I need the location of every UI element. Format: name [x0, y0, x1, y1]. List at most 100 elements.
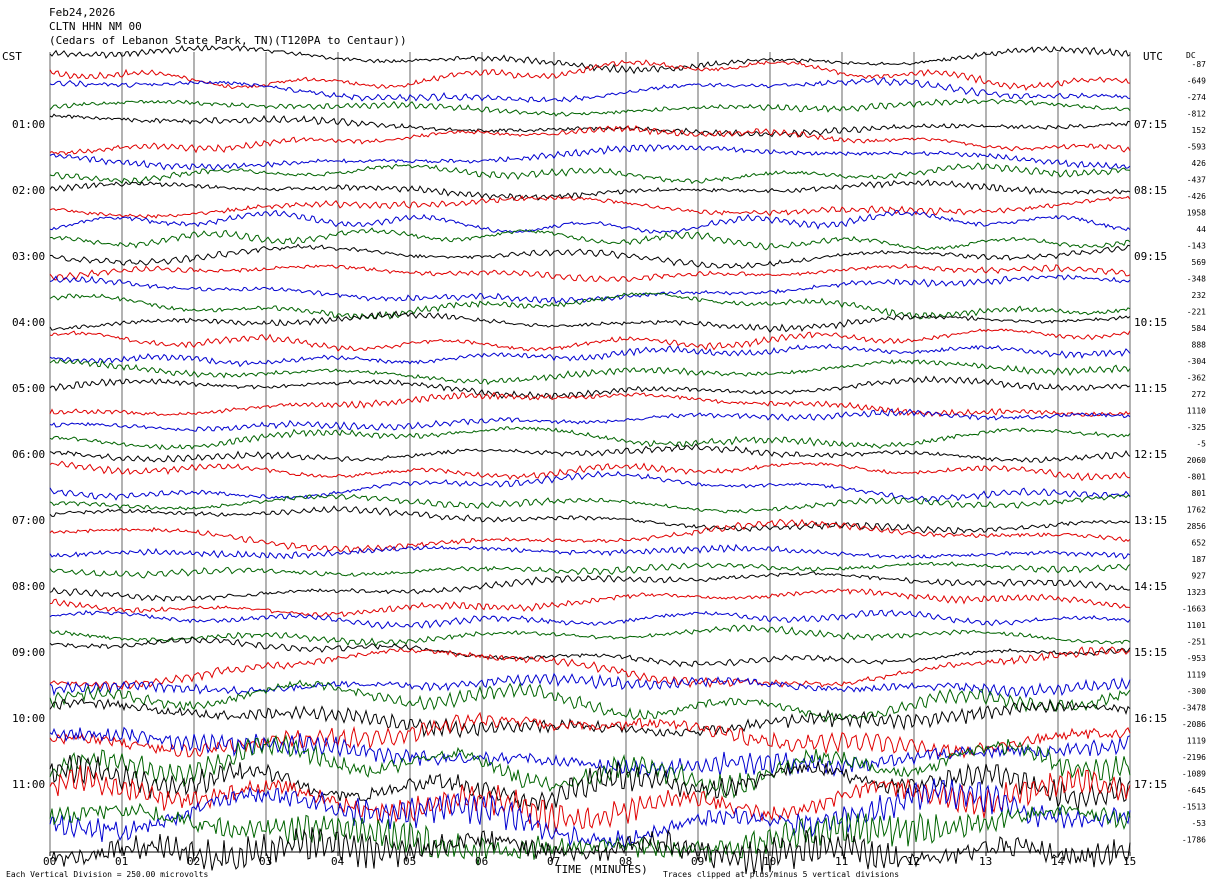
- trace-line: [49, 679, 1131, 723]
- trace-line: [49, 754, 1131, 811]
- trace-line: [49, 227, 1131, 251]
- trace-line: [49, 76, 1131, 103]
- x-tick-label: 14: [1051, 855, 1065, 868]
- right-hour-label: 15:15: [1134, 646, 1167, 659]
- x-tick-label: 05: [403, 855, 416, 868]
- trace-line: [49, 698, 1131, 739]
- trace-line: [49, 443, 1131, 463]
- header-date: Feb24,2026: [49, 6, 115, 19]
- dc-offset-label: 1110: [1187, 406, 1206, 415]
- x-tick-label: 02: [187, 855, 200, 868]
- footer-scale: Each Vertical Division = 250.00 microvol…: [6, 870, 208, 879]
- left-hour-label: 10:00: [12, 712, 45, 725]
- trace-line: [49, 292, 1131, 320]
- trace-line: [49, 44, 1131, 75]
- x-tick-label: 03: [259, 855, 272, 868]
- dc-offset-label: -593: [1187, 142, 1206, 151]
- dc-offset-label: -53: [1192, 819, 1207, 828]
- trace-line: [49, 124, 1131, 156]
- trace-line: [49, 518, 1131, 553]
- trace-line: [49, 391, 1131, 418]
- dc-offset-label: -1089: [1182, 769, 1206, 778]
- trace-line: [49, 778, 1131, 850]
- trace-line: [49, 113, 1131, 138]
- dc-offset-label: 1119: [1187, 736, 1206, 745]
- dc-offset-label: 1119: [1187, 670, 1206, 679]
- dc-offset-label: -5: [1196, 439, 1206, 448]
- left-hour-label: 02:00: [12, 184, 45, 197]
- dc-offset-label: -645: [1187, 786, 1206, 795]
- dc-offset-label: -3478: [1182, 703, 1206, 712]
- trace-line: [49, 624, 1131, 647]
- dc-offset-label: 584: [1192, 324, 1207, 333]
- dc-offset-label: -801: [1187, 472, 1206, 481]
- trace-line: [49, 802, 1131, 866]
- dc-offset-label: -362: [1187, 373, 1206, 382]
- right-hour-label: 16:15: [1134, 712, 1167, 725]
- x-tick-label: 04: [331, 855, 345, 868]
- dc-offset-label: -649: [1187, 76, 1206, 85]
- left-hour-label: 07:00: [12, 514, 45, 527]
- right-hour-label: 13:15: [1134, 514, 1167, 527]
- dc-offset-labels: -87 -649 -274 -812 152 -593 426 -437 -426 1958 44 -…: [1182, 60, 1206, 845]
- trace-line: [49, 179, 1131, 202]
- dc-offset-label: -300: [1187, 687, 1206, 696]
- trace-line: [49, 588, 1131, 617]
- dc-offset-label: 927: [1192, 571, 1207, 580]
- trace-line: [49, 493, 1131, 514]
- trace-line: [49, 672, 1131, 699]
- x-axis-ticks: 00 01 02 03 04 05 06 07 08 09 10 11 12 13 14 15: [43, 852, 1136, 868]
- header-station: CLTN HHN NM 00: [49, 20, 142, 33]
- trace-line: [49, 310, 1131, 333]
- dc-offset-label: -1513: [1182, 802, 1206, 811]
- trace-line: [49, 328, 1131, 352]
- x-tick-label: 12: [907, 855, 920, 868]
- x-tick-label: 08: [619, 855, 632, 868]
- x-tick-label: 06: [475, 855, 488, 868]
- dc-offset-label: 569: [1192, 258, 1207, 267]
- trace-line: [49, 97, 1131, 117]
- trace-line: [49, 765, 1131, 832]
- dc-offset-label: -143: [1187, 241, 1206, 250]
- left-axis-title: CST: [2, 50, 22, 63]
- dc-offset-label: -2086: [1182, 720, 1206, 729]
- right-hour-label: 10:15: [1134, 316, 1167, 329]
- x-tick-label: 13: [979, 855, 992, 868]
- trace-line: [49, 358, 1131, 386]
- dc-offset-label: 44: [1196, 225, 1206, 234]
- right-hour-labels: 07:15 08:15 09:15 10:15 11:15 12:15 13:15 14:15…: [1134, 118, 1167, 791]
- dc-offset-label: 1958: [1187, 208, 1206, 217]
- dc-offset-label: -251: [1187, 637, 1206, 646]
- dc-offset-label: -304: [1187, 357, 1206, 366]
- dc-offset-label: -274: [1187, 93, 1206, 102]
- dc-offset-label: 2060: [1187, 456, 1206, 465]
- trace-line: [49, 734, 1131, 800]
- dc-offset-label: -2196: [1182, 753, 1206, 762]
- trace-line: [49, 144, 1131, 171]
- x-tick-label: 15: [1123, 855, 1136, 868]
- dc-offset-label: 888: [1192, 340, 1207, 349]
- x-tick-label: 01: [115, 855, 128, 868]
- left-hour-label: 11:00: [12, 778, 45, 791]
- trace-line: [49, 571, 1131, 602]
- dc-offset-label: 426: [1192, 159, 1207, 168]
- left-hour-label: 05:00: [12, 382, 45, 395]
- x-axis-label: TIME (MINUTES): [555, 863, 648, 876]
- right-hour-label: 07:15: [1134, 118, 1167, 131]
- dc-offset-label: -87: [1192, 60, 1207, 69]
- trace-line: [49, 470, 1131, 503]
- trace-line: [49, 726, 1131, 779]
- trace-line: [49, 609, 1131, 630]
- dc-offset-label: 1101: [1187, 621, 1206, 630]
- left-hour-labels: 01:00 02:00 03:00 04:00 05:00 06:00 07:00 08:00…: [12, 118, 45, 791]
- dc-offset-label: -953: [1187, 654, 1206, 663]
- trace-line: [49, 209, 1131, 234]
- right-hour-label: 17:15: [1134, 778, 1167, 791]
- trace-line: [49, 274, 1131, 304]
- trace-line: [49, 827, 1131, 875]
- x-tick-label: 00: [43, 855, 56, 868]
- trace-line: [49, 460, 1130, 482]
- trace-line: [49, 636, 1131, 668]
- x-tick-label: 07: [547, 855, 560, 868]
- dc-offset-label: -348: [1187, 274, 1206, 283]
